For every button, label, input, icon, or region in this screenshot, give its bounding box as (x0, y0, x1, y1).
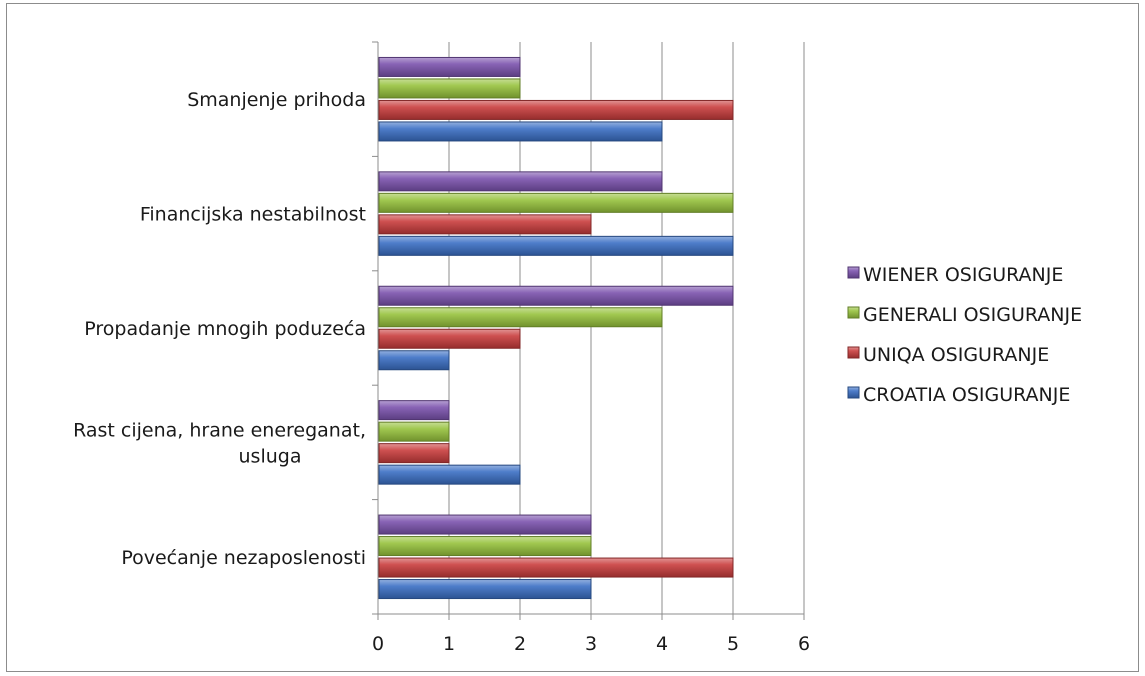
bar (378, 536, 592, 557)
x-tick-label: 0 (372, 633, 384, 655)
category-label: Rast cijena, hrane enereganat, usluga (73, 419, 366, 467)
legend-swatch (847, 306, 860, 319)
bar (378, 400, 450, 421)
x-tick-label: 1 (443, 633, 455, 655)
bar (378, 192, 734, 213)
bar (378, 557, 734, 578)
bar (378, 56, 521, 77)
legend-swatch (847, 386, 860, 399)
axes (372, 41, 804, 620)
category-label: Propadanje mnogih poduzeća (84, 318, 366, 340)
bar (378, 99, 734, 120)
bar (378, 214, 592, 235)
category-labels: Povećanje nezaposlenosti Rast cijena, hra… (73, 89, 366, 569)
bar (378, 579, 592, 600)
bar (378, 285, 734, 306)
legend: WIENER OSIGURANJE GENERALI OSIGURANJE UNIQ… (847, 264, 1082, 406)
bar (378, 78, 521, 99)
x-tick-label: 4 (656, 633, 668, 655)
bar (378, 171, 663, 192)
category-label: Financijska nestabilnost (140, 204, 366, 226)
chart-frame (6, 3, 1139, 672)
bar (378, 421, 450, 442)
x-tick-label: 3 (585, 633, 597, 655)
bar (378, 235, 734, 256)
legend-swatch (847, 266, 860, 279)
bar (378, 464, 521, 485)
bar (378, 307, 663, 328)
bar (378, 328, 521, 349)
legend-label: CROATIA OSIGURANJE (863, 384, 1070, 406)
bar (378, 514, 592, 535)
legend-label: UNIQA OSIGURANJE (863, 344, 1049, 366)
x-tick-label: 2 (514, 633, 526, 655)
x-tick-label: 6 (798, 633, 810, 655)
x-tick-labels: 0 1 2 3 4 5 6 (372, 633, 810, 655)
bar (378, 121, 663, 142)
bar (378, 350, 450, 371)
legend-label: WIENER OSIGURANJE (863, 264, 1063, 286)
legend-label: GENERALI OSIGURANJE (863, 304, 1082, 326)
category-label: Smanjenje prihoda (187, 89, 366, 111)
bars (378, 56, 734, 600)
x-tick-label: 5 (727, 633, 739, 655)
category-label: Povećanje nezaposlenosti (121, 547, 366, 569)
bar (378, 443, 450, 464)
legend-swatch (847, 346, 860, 359)
